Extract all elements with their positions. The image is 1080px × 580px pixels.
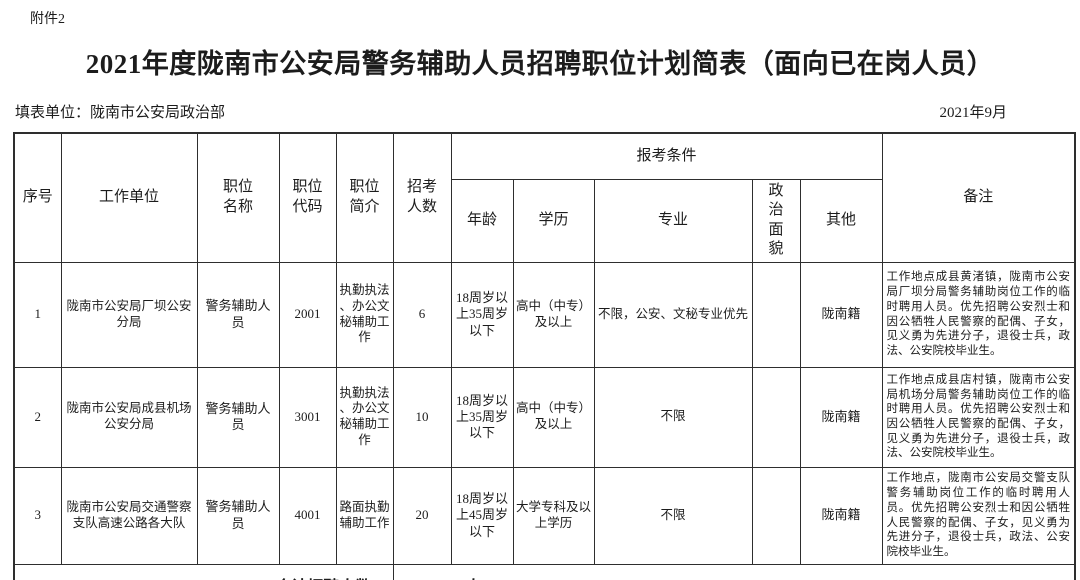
cell-age: 18周岁以 上35周岁 以下 xyxy=(450,261,514,368)
cell-position-intro: 路面执勤 辅助工作 xyxy=(335,466,394,565)
cell-education: 大学专科及以 上学历 xyxy=(512,466,595,565)
cell-political-status xyxy=(751,366,801,468)
header-political-status: 政治 面貌 xyxy=(751,178,801,263)
cell-age: 18周岁以 上45周岁 以下 xyxy=(450,466,514,565)
cell-major: 不限 xyxy=(593,366,753,468)
cell-other: 陇南籍 xyxy=(799,261,883,368)
header-major: 专业 xyxy=(593,178,753,263)
cell-position-intro: 执勤执法 、办公文 秘辅助工 作 xyxy=(335,261,394,368)
cell-other: 陇南籍 xyxy=(799,366,883,468)
form-unit-label: 填表单位：陇南市公安局政治部 xyxy=(15,105,226,121)
cell-position-code: 3001 xyxy=(278,366,337,468)
cell-seq: 2 xyxy=(13,366,62,468)
recruitment-plan-table: 序号 工作单位 职位 名称 职位 代码 职位 简介 招考 人数 报考条件 备注 … xyxy=(13,132,1077,580)
header-position-name: 职位 名称 xyxy=(196,132,280,263)
table-row-2: 2 陇南市公安局成县机场 公安分局 警务辅助人员 3001 执勤执法 、办公文 … xyxy=(13,366,1076,468)
cell-unit: 陇南市公安局交通警察 支队高速公路各大队 xyxy=(60,466,198,565)
cell-education: 高中（中专） 及以上 xyxy=(512,366,595,468)
cell-recruit-count: 20 xyxy=(392,466,452,565)
cell-major: 不限，公安、文秘专业优先 xyxy=(593,261,753,368)
cell-recruit-count: 6 xyxy=(392,261,452,368)
cell-major: 不限 xyxy=(593,466,753,565)
cell-seq: 3 xyxy=(13,466,62,565)
cell-other: 陇南籍 xyxy=(799,466,883,565)
cell-remarks: 工作地点，陇南市公安局交警支队警务辅助岗位工作的临时聘用人员。优先招聘公安烈士和… xyxy=(881,466,1076,565)
cell-position-name: 警务辅助人员 xyxy=(196,466,280,565)
cell-age: 18周岁以 上35周岁 以下 xyxy=(450,366,514,468)
cell-remarks: 工作地点成县黄渚镇，陇南市公安局厂坝分局警务辅助岗位工作的临时聘用人员。优先招聘… xyxy=(881,261,1076,368)
date-label: 2021年9月 xyxy=(939,105,1007,121)
header-other: 其他 xyxy=(799,178,883,263)
meta-row: 填表单位：陇南市公安局政治部 2021年9月 xyxy=(15,101,1007,122)
cell-remarks: 工作地点成县店村镇，陇南市公安局机场分局警务辅助岗位工作的临时聘用人员。优先招聘… xyxy=(881,366,1076,468)
header-row-1: 序号 工作单位 职位 名称 职位 代码 职位 简介 招考 人数 报考条件 备注 xyxy=(13,132,1076,263)
header-unit: 工作单位 xyxy=(60,132,198,263)
cell-unit: 陇南市公安局成县机场 公安分局 xyxy=(60,366,198,468)
cell-seq: 1 xyxy=(13,261,62,368)
page-title: 2021年度陇南市公安局警务辅助人员招聘职位计划简表（面向已在岗人员） xyxy=(85,49,995,79)
header-education: 学历 xyxy=(512,178,595,263)
cell-position-intro: 执勤执法 、办公文 秘辅助工 作 xyxy=(335,366,394,468)
cell-unit: 陇南市公安局厂坝公安 分局 xyxy=(60,261,198,368)
total-row: 合计招聘人数： 36人 xyxy=(13,563,1076,580)
table-row-1: 1 陇南市公安局厂坝公安 分局 警务辅助人员 2001 执勤执法 、办公文 秘辅… xyxy=(13,261,1076,368)
cell-position-code: 2001 xyxy=(278,261,337,368)
header-age: 年龄 xyxy=(450,178,514,263)
total-value: 36人 xyxy=(392,563,1076,580)
cell-position-code: 4001 xyxy=(278,466,337,565)
cell-recruit-count: 10 xyxy=(392,366,452,468)
table-row-3: 3 陇南市公安局交通警察 支队高速公路各大队 警务辅助人员 4001 路面执勤 … xyxy=(13,466,1076,565)
header-seq: 序号 xyxy=(13,132,62,263)
total-label: 合计招聘人数： xyxy=(13,563,394,580)
header-conditions: 报考条件 xyxy=(450,132,883,180)
cell-position-name: 警务辅助人员 xyxy=(196,261,280,368)
cell-education: 高中（中专） 及以上 xyxy=(512,261,595,368)
cell-position-name: 警务辅助人员 xyxy=(196,366,280,468)
cell-political-status xyxy=(751,261,801,368)
header-position-code: 职位 代码 xyxy=(278,132,337,263)
header-remarks: 备注 xyxy=(881,132,1076,263)
header-row-2: 年龄 学历 专业 政治 面貌 其他 xyxy=(14,178,1075,263)
attachment-label: 附件2 xyxy=(30,12,65,27)
header-recruit-count: 招考 人数 xyxy=(392,132,452,263)
header-position-intro: 职位 简介 xyxy=(335,132,394,263)
cell-political-status xyxy=(751,466,801,565)
